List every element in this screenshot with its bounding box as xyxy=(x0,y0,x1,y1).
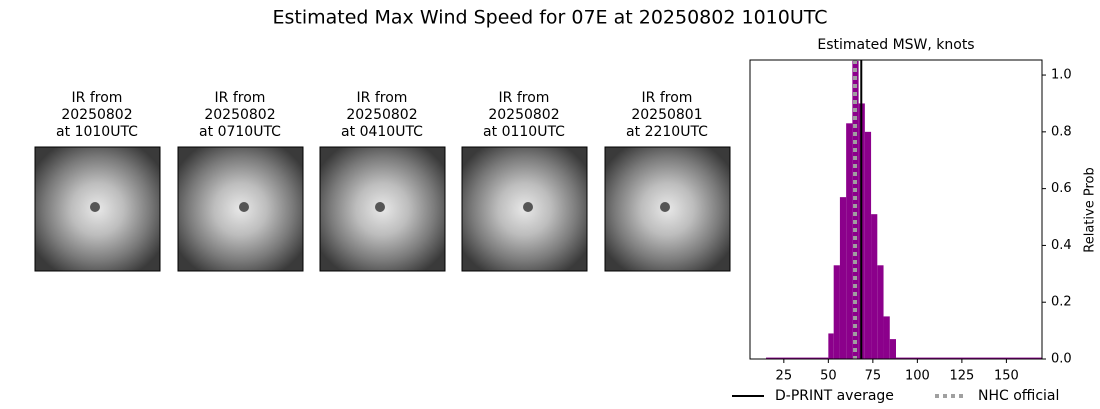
bar xyxy=(864,131,872,359)
bar xyxy=(871,214,878,359)
y-tick-label: 0.4 xyxy=(1051,238,1072,253)
panel-title: at 0110UTC xyxy=(483,124,565,140)
panel-title: at 1010UTC xyxy=(56,124,138,140)
panel-title: IR from xyxy=(215,90,266,106)
y-axis-label: Relative Prob xyxy=(1083,167,1098,252)
panel-title: IR from xyxy=(72,90,123,106)
panel-title: IR from xyxy=(642,90,693,106)
x-tick-label: 50 xyxy=(820,369,837,384)
panel-title: at 2210UTC xyxy=(626,124,708,140)
bar xyxy=(889,339,896,359)
storm-eye xyxy=(523,202,533,212)
bar xyxy=(846,123,853,359)
panel-title: 20250801 xyxy=(631,107,702,123)
figure-title: Estimated Max Wind Speed for 07E at 2025… xyxy=(272,7,827,29)
panel-title: at 0410UTC xyxy=(341,124,423,140)
x-tick-label: 150 xyxy=(994,369,1019,384)
bar xyxy=(852,60,859,359)
panel-title: IR from xyxy=(499,90,550,106)
x-tick-label: 100 xyxy=(905,369,930,384)
storm-eye xyxy=(90,202,100,212)
bar xyxy=(833,265,840,359)
y-tick-label: 0.0 xyxy=(1051,352,1072,367)
x-tick-label: 125 xyxy=(949,369,974,384)
storm-eye xyxy=(239,202,249,212)
storm-eye xyxy=(375,202,385,212)
bar xyxy=(828,333,834,359)
x-tick-label: 75 xyxy=(865,369,882,384)
y-tick-label: 0.8 xyxy=(1051,124,1072,139)
y-tick-label: 0.6 xyxy=(1051,181,1072,196)
plot-frame xyxy=(749,59,1043,360)
bar xyxy=(766,357,829,359)
bar xyxy=(877,265,884,359)
chart-title: Estimated MSW, knots xyxy=(817,37,974,53)
y-tick-label: 0.2 xyxy=(1051,295,1072,310)
panel-title: IR from xyxy=(357,90,408,106)
bar xyxy=(883,316,890,359)
bar xyxy=(896,357,1042,359)
panel-title: 20250802 xyxy=(204,107,275,123)
panel-title: 20250802 xyxy=(61,107,132,123)
bar xyxy=(839,197,847,359)
storm-eye xyxy=(660,202,670,212)
x-tick-label: 25 xyxy=(776,369,793,384)
panel-title: at 0710UTC xyxy=(199,124,281,140)
legend-label: NHC official xyxy=(978,388,1059,404)
panel-title: 20250802 xyxy=(488,107,559,123)
panel-title: 20250802 xyxy=(346,107,417,123)
y-tick-label: 1.0 xyxy=(1051,68,1072,83)
legend-label: D-PRINT average xyxy=(775,388,894,404)
